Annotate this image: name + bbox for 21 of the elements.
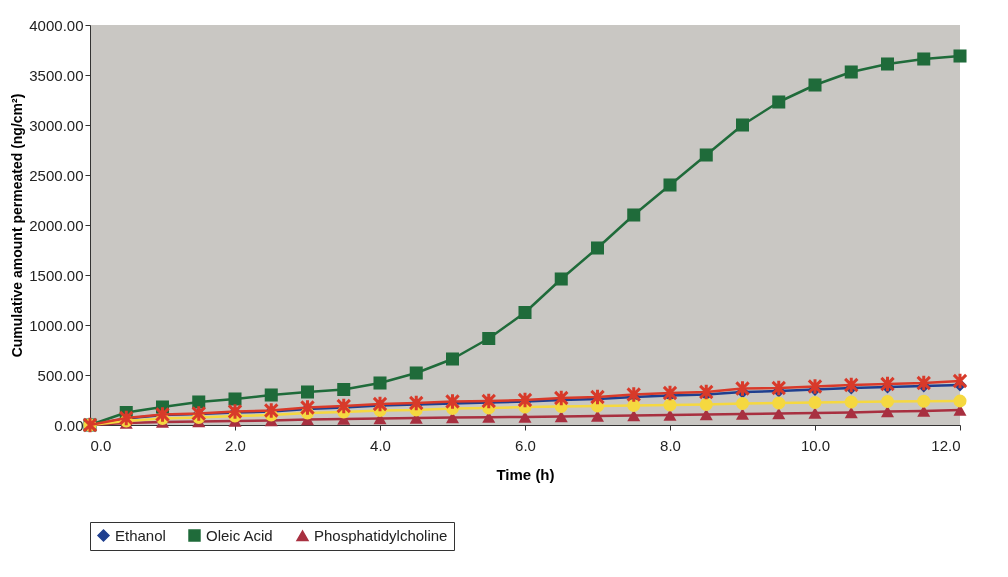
legend-label: Oleic Acid (206, 526, 273, 544)
x-tick-label: 2.0 (225, 436, 246, 454)
y-tick-label: 2000.00 (29, 216, 84, 234)
x-tick-label: 12.0 (931, 436, 961, 454)
x-tick-label: 10.0 (800, 436, 831, 454)
x-tick-label: 8.0 (660, 436, 681, 454)
x-tick-label: 4.0 (370, 436, 391, 454)
y-tick-label: 3500.00 (29, 66, 84, 84)
legend-label: Phosphatidylcholine (314, 526, 448, 544)
y-tick-label: 4000.00 (29, 16, 84, 34)
y-tick-label: 3000.00 (29, 116, 84, 134)
x-tick-label: 0.0 (90, 436, 112, 454)
y-tick-label: 500.00 (37, 366, 84, 384)
y-tick-label: 1500.00 (29, 266, 84, 284)
legend-label: Ethanol (115, 526, 166, 544)
x-tick-label: 6.0 (515, 436, 536, 454)
y-tick-label: 2500.00 (29, 166, 84, 184)
y-axis-title: Cumulative amount permeated (ng/cm²) (9, 93, 26, 358)
x-axis-title: Time (h) (496, 465, 555, 483)
y-tick-label: 0.00 (54, 416, 84, 434)
y-tick-label: 1000.00 (29, 316, 84, 334)
